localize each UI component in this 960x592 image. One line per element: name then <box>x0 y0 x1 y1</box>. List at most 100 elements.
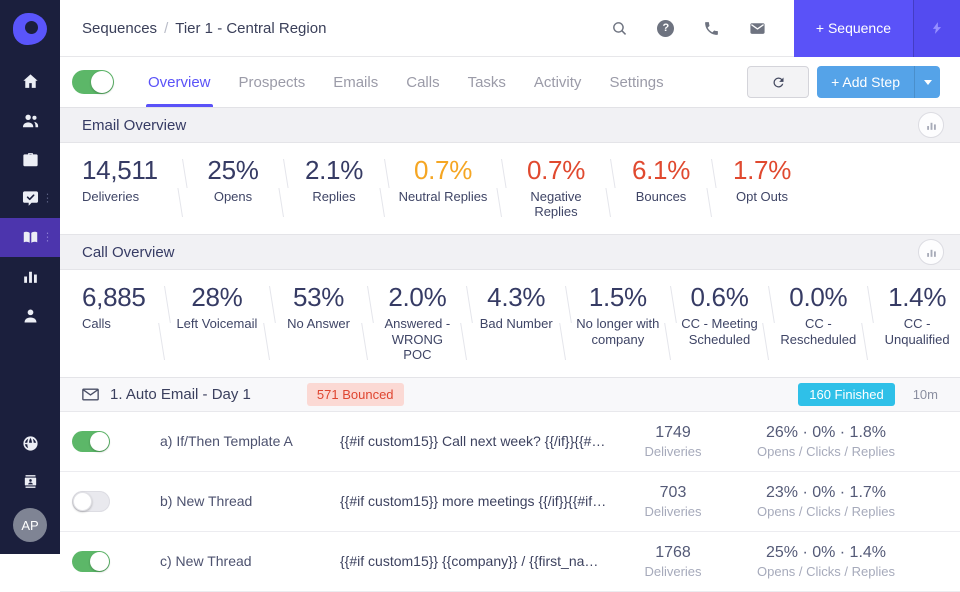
sidebar-item-profile[interactable] <box>0 296 60 335</box>
stat-no-longer-with-company: 1.5% No longer with company <box>576 282 660 347</box>
stat-replies: 2.1% Replies <box>304 155 364 204</box>
sidebar-item-sequences[interactable]: ⋮ <box>0 218 60 257</box>
briefcase-icon <box>22 153 38 167</box>
email-overview-stats: 14,511 Deliveries 25% Opens 2.1% Replies 0.… <box>60 143 960 236</box>
step-duration: 10m <box>912 386 938 402</box>
stat-cc-rescheduled: 0.0% CC - Rescheduled <box>780 282 857 347</box>
template-snippet[interactable]: {{#if custom15}} more meetings {{/if}}{{… <box>340 493 618 510</box>
add-step-dropdown-button[interactable] <box>914 66 940 98</box>
stat-cc-meeting-scheduled: 0.6% CC - Meeting Scheduled <box>681 282 758 347</box>
sidebar-item-tasks[interactable]: ⋮ <box>0 179 60 218</box>
header-icons: ? <box>610 18 768 38</box>
add-step-button[interactable]: + Add Step <box>831 74 900 90</box>
stat-divider <box>378 159 391 217</box>
tabs: Overview Prospects Emails Calls Tasks Ac… <box>146 57 664 107</box>
call-overview-header: Call Overview <box>60 235 960 271</box>
sequence-enabled-toggle[interactable] <box>72 70 114 94</box>
call-chart-button[interactable] <box>918 239 944 266</box>
template-snippet[interactable]: {{#if custom15}} Call next week? {{/if}}… <box>340 433 618 450</box>
email-chart-button[interactable] <box>918 112 944 138</box>
refresh-button[interactable] <box>747 66 810 98</box>
home-icon <box>22 74 38 88</box>
template-label[interactable]: a) If/Then Template A <box>160 433 293 450</box>
chat-check-icon <box>22 191 38 206</box>
section-title: Email Overview <box>82 116 187 134</box>
tab-prospects[interactable]: Prospects <box>238 73 306 91</box>
kebab-menu-icon[interactable]: ⋮ <box>42 192 53 204</box>
stat-divider <box>277 159 290 217</box>
template-toggle[interactable] <box>72 430 110 452</box>
template-row[interactable]: b) New Thread {{#if custom15}} more meet… <box>60 472 960 532</box>
stat-cc-unqualified: 1.4% CC - Unqualified <box>884 282 950 347</box>
mini-bar-chart-icon <box>926 249 936 257</box>
refresh-icon <box>773 76 784 87</box>
stat-divider <box>495 159 508 217</box>
breadcrumb-section[interactable]: Sequences <box>82 19 158 37</box>
tabbar-actions: + Add Step <box>747 66 940 98</box>
kebab-menu-icon[interactable]: ⋮ <box>42 231 53 243</box>
template-row[interactable]: c) New Thread {{#if custom15}} {{company… <box>60 532 960 592</box>
sidebar-item-prospects[interactable] <box>0 101 60 140</box>
sidebar-item-opportunities[interactable] <box>0 140 60 179</box>
id-card-icon <box>24 474 36 488</box>
template-snippet[interactable]: {{#if custom15}} {{company}} / {{first_n… <box>340 553 618 570</box>
finished-badge[interactable]: 160 Finished <box>798 382 895 406</box>
search-icon[interactable] <box>610 18 630 38</box>
main-content: Sequences / Tier 1 - Central Region ? + … <box>60 0 960 592</box>
mail-icon[interactable] <box>748 18 768 38</box>
mini-bar-chart-icon <box>926 122 936 130</box>
person-icon <box>24 309 36 323</box>
stat-divider <box>176 159 189 217</box>
tab-calls[interactable]: Calls <box>406 73 440 91</box>
tab-tasks[interactable]: Tasks <box>467 73 506 91</box>
email-overview-header: Email Overview <box>60 108 960 143</box>
sidebar-bottom: AP <box>0 424 60 554</box>
tab-activity[interactable]: Activity <box>533 73 582 91</box>
sidebar-nav: ⋮ ⋮ <box>0 62 60 335</box>
stat-calls: 6,885 Calls <box>82 282 146 331</box>
bar-chart-icon <box>23 271 37 283</box>
stat-deliveries: 14,511 Deliveries <box>82 155 158 204</box>
sequence-step-row[interactable]: 1. Auto Email - Day 1 571 Bounced 160 Fi… <box>60 377 960 412</box>
page-title: Tier 1 - Central Region <box>175 19 327 37</box>
step-title[interactable]: 1. Auto Email - Day 1 <box>110 385 251 403</box>
lightning-button[interactable] <box>913 0 960 57</box>
new-sequence-button[interactable]: + Sequence <box>793 0 913 57</box>
lightning-icon <box>932 22 942 34</box>
bounced-badge[interactable]: 571 Bounced <box>306 382 404 406</box>
top-header: Sequences / Tier 1 - Central Region ? + … <box>60 0 960 57</box>
stat-opens: 25% Opens <box>207 155 259 204</box>
stat-divider <box>559 286 572 360</box>
tab-emails[interactable]: Emails <box>333 73 379 91</box>
template-row[interactable]: a) If/Then Template A {{#if custom15}} C… <box>60 412 960 472</box>
stat-divider <box>705 159 718 217</box>
stat-no-answer: 53% No Answer <box>287 282 350 331</box>
stat-divider <box>263 286 276 360</box>
sidebar-item-account[interactable] <box>0 462 60 500</box>
template-toggle[interactable] <box>72 490 110 512</box>
stat-divider <box>361 286 374 360</box>
deliveries-stat: 703 Deliveries <box>644 483 702 519</box>
sidebar-item-global[interactable] <box>0 424 60 462</box>
stat-bad-number: 4.3% Bad Number <box>479 282 553 331</box>
stat-divider <box>861 286 874 360</box>
template-label[interactable]: c) New Thread <box>160 553 252 570</box>
rates-stat: 25% · 0% · 1.4% Opens / Clicks / Replies <box>757 543 895 579</box>
stat-left-voicemail: 28% Left Voicemail <box>176 282 258 331</box>
user-avatar[interactable]: AP <box>13 508 47 542</box>
tab-overview[interactable]: Overview <box>146 57 213 107</box>
sidebar: ⋮ ⋮ AP <box>0 0 60 554</box>
sidebar-item-reports[interactable] <box>0 257 60 296</box>
tab-settings[interactable]: Settings <box>609 73 664 91</box>
stat-negative-replies: 0.7% Negative Replies <box>526 155 586 220</box>
sidebar-item-home[interactable] <box>0 62 60 101</box>
phone-icon[interactable] <box>702 18 722 38</box>
stat-neutral-replies: 0.7% Neutral Replies <box>398 155 488 204</box>
rates-stat: 26% · 0% · 1.8% Opens / Clicks / Replies <box>757 423 895 459</box>
breadcrumb: Sequences / Tier 1 - Central Region <box>82 20 326 37</box>
globe-icon <box>22 435 38 451</box>
template-label[interactable]: b) New Thread <box>160 493 253 510</box>
help-icon[interactable]: ? <box>656 18 676 38</box>
step-right: 160 Finished 10m <box>798 382 938 406</box>
outreach-logo[interactable] <box>0 0 60 58</box>
